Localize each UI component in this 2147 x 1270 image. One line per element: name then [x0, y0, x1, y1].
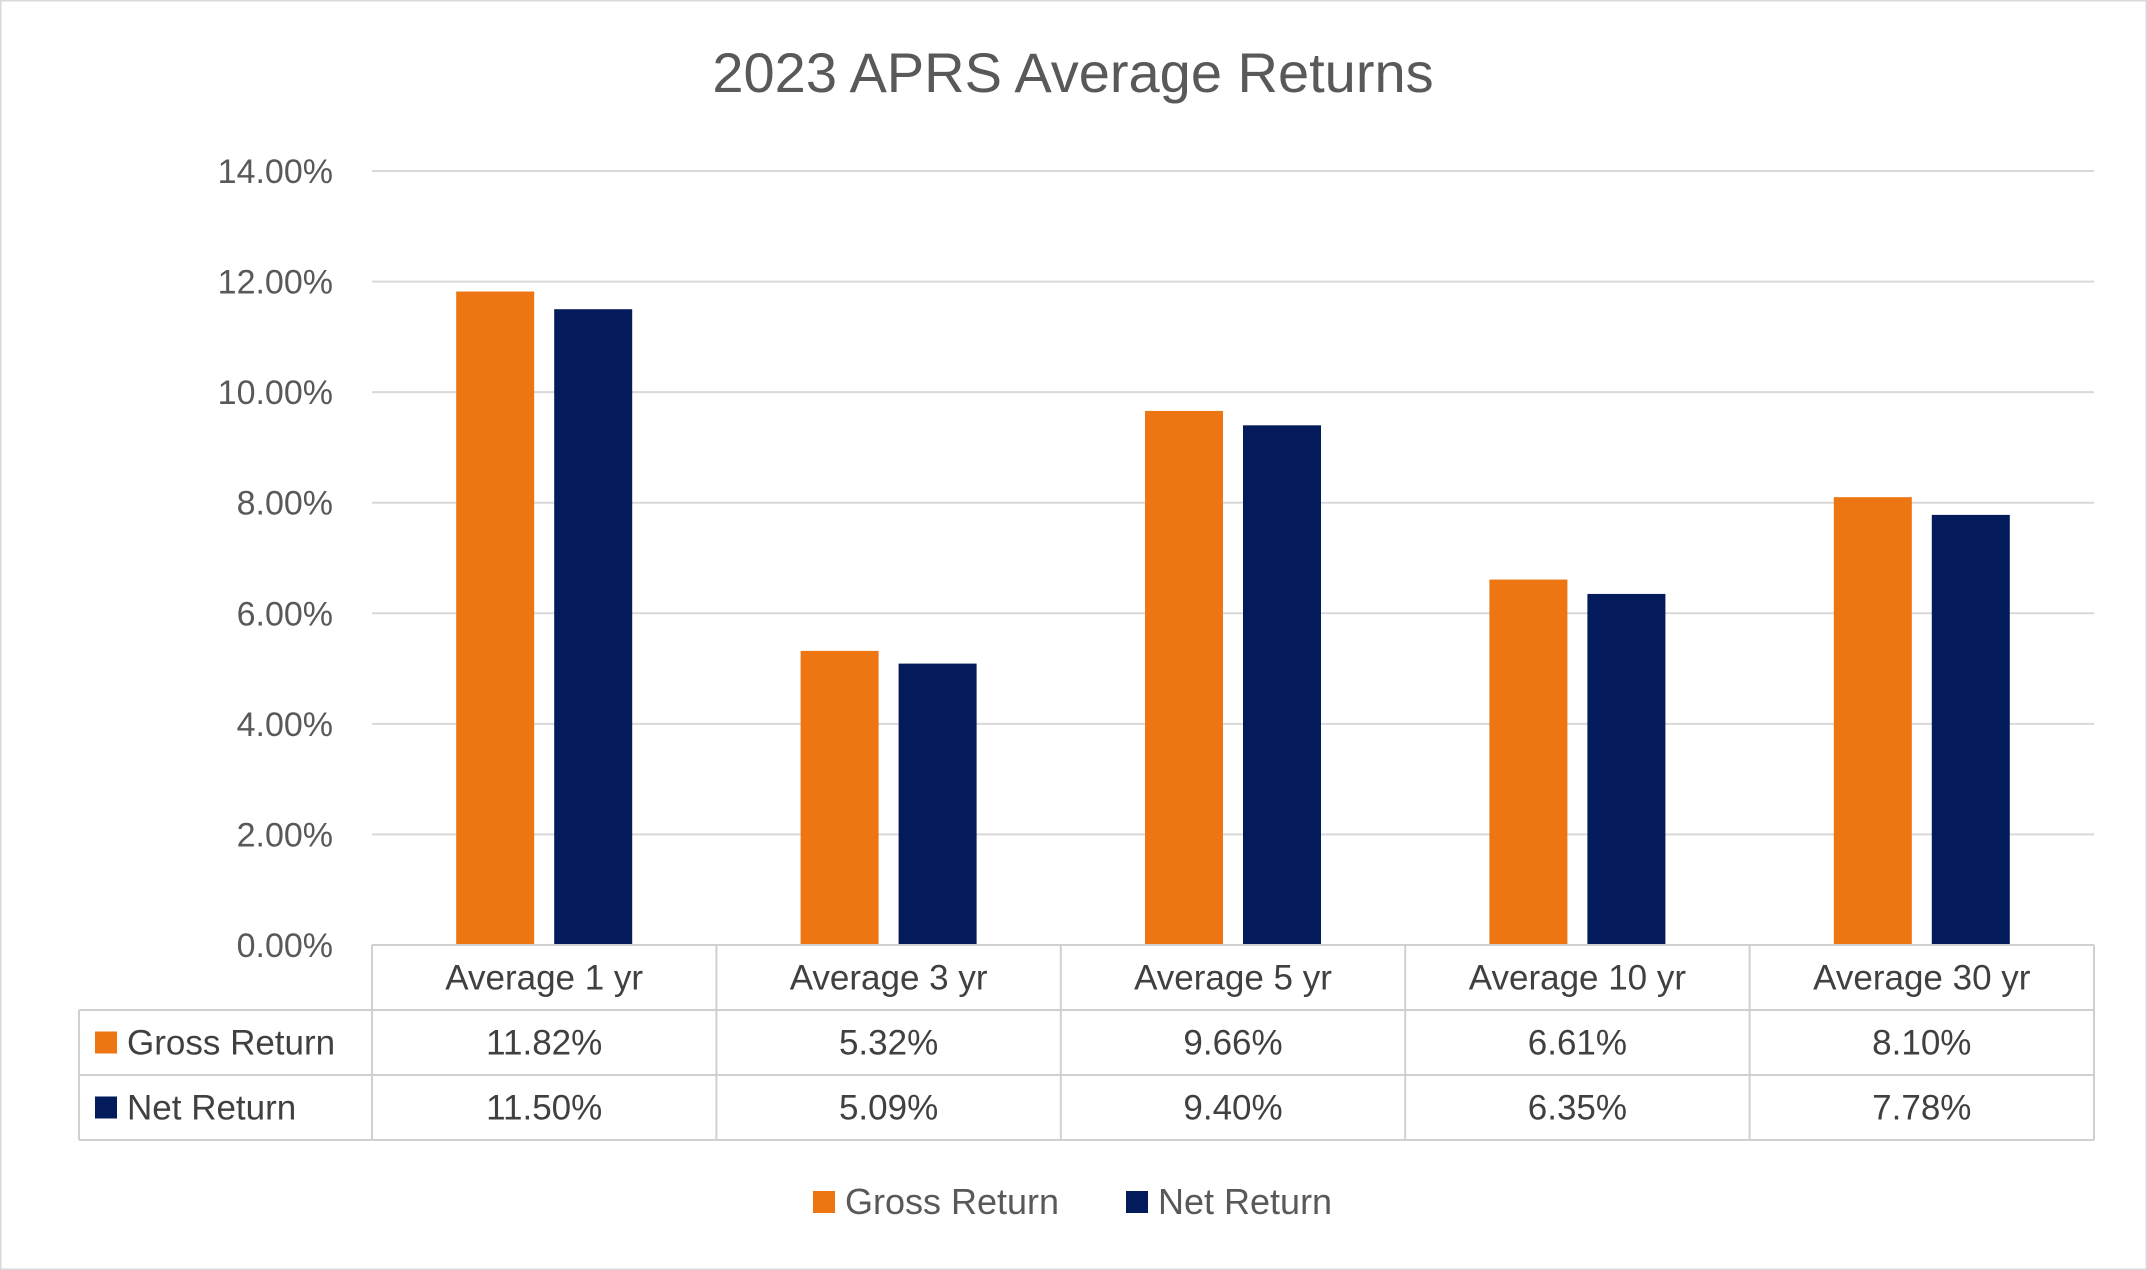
- table-value: 11.50%: [486, 1089, 602, 1128]
- table-series-name: Net Return: [127, 1089, 296, 1128]
- legend-label-0: Gross Return: [845, 1181, 1059, 1222]
- bar-gross-4: [1833, 497, 1912, 945]
- category-label: Average 30 yr: [1813, 959, 2031, 998]
- y-tick-label: 10.00%: [218, 374, 333, 412]
- gridlines: [372, 170, 2094, 836]
- table-value: 9.66%: [1183, 1024, 1282, 1063]
- bar-net-0: [554, 309, 633, 945]
- bar-gross-0: [456, 291, 535, 946]
- y-tick-label: 14.00%: [218, 153, 333, 191]
- table-value: 11.82%: [486, 1024, 602, 1063]
- bar-net-4: [1931, 514, 2010, 945]
- y-tick-label: 8.00%: [237, 485, 333, 523]
- legend: Gross Return Net Return: [813, 1181, 1332, 1222]
- table-value: 6.61%: [1528, 1024, 1627, 1063]
- table-value: 9.40%: [1183, 1089, 1282, 1128]
- table-series-key: [95, 1031, 117, 1054]
- category-label: Average 1 yr: [445, 959, 643, 998]
- bar-gross-2: [1145, 410, 1223, 945]
- table-value: 7.78%: [1872, 1089, 1971, 1128]
- category-label: Average 3 yr: [790, 959, 988, 998]
- bar-net-1: [898, 663, 977, 945]
- legend-label-1: Net Return: [1158, 1181, 1332, 1222]
- table-value: 5.32%: [839, 1024, 938, 1063]
- bar-gross-3: [1489, 579, 1568, 945]
- chart-title: 2023 APRS Average Returns: [712, 41, 1433, 104]
- y-tick-label: 0.00%: [237, 927, 333, 965]
- table-series-name: Gross Return: [127, 1024, 335, 1063]
- y-axis-ticks: 0.00% 2.00% 4.00% 6.00% 8.00% 10.00% 12.00% 14.…: [218, 153, 333, 965]
- legend-key-1: [1126, 1191, 1148, 1213]
- table-value: 5.09%: [839, 1089, 938, 1128]
- bar-net-3: [1587, 593, 1666, 945]
- category-label: Average 5 yr: [1134, 959, 1332, 998]
- data-table: Average 1 yr Average 3 yr Average 5 yr Aver…: [78, 944, 2095, 1141]
- bars: [456, 291, 2010, 946]
- y-tick-label: 12.00%: [218, 264, 333, 302]
- y-tick-label: 2.00%: [237, 816, 333, 854]
- table-value: 6.35%: [1528, 1089, 1627, 1128]
- y-tick-label: 4.00%: [237, 706, 333, 744]
- legend-key-0: [813, 1191, 835, 1213]
- bar-gross-1: [800, 650, 879, 945]
- category-label: Average 10 yr: [1469, 959, 1687, 998]
- bar-net-2: [1243, 425, 1321, 945]
- y-tick-label: 6.00%: [237, 595, 333, 633]
- table-value: 8.10%: [1872, 1024, 1971, 1063]
- table-series-key: [95, 1096, 117, 1119]
